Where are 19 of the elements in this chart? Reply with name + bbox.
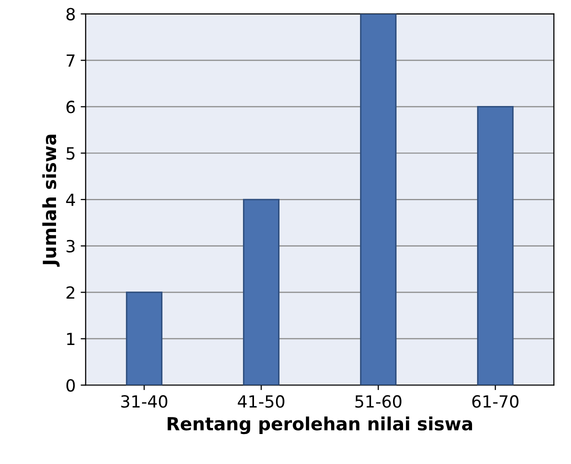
y-tick-label: 5 <box>66 147 74 160</box>
x-axis-title: Rentang perolehan nilai siswa <box>168 416 472 434</box>
x-tick-label: 61-70 <box>472 395 518 408</box>
bar <box>242 198 280 386</box>
y-tick-label: 1 <box>67 332 74 346</box>
y-tick-label: 6 <box>66 100 75 114</box>
y-tick-label: 3 <box>66 240 75 252</box>
y-tick-label: 4 <box>66 194 75 206</box>
bar <box>360 14 397 386</box>
y-axis-title: Jumlah siswa <box>42 134 60 267</box>
x-tick-label: 51-60 <box>355 395 402 408</box>
x-tick-label: 41-50 <box>238 395 284 408</box>
y-tick-label: 7 <box>66 54 75 67</box>
x-tick-label: 31-40 <box>121 395 168 408</box>
y-tick-label: 8 <box>66 8 75 20</box>
y-tick-label: 0 <box>66 379 75 392</box>
bar <box>126 292 162 386</box>
bar <box>477 106 514 386</box>
y-tick-label: 2 <box>66 286 74 299</box>
